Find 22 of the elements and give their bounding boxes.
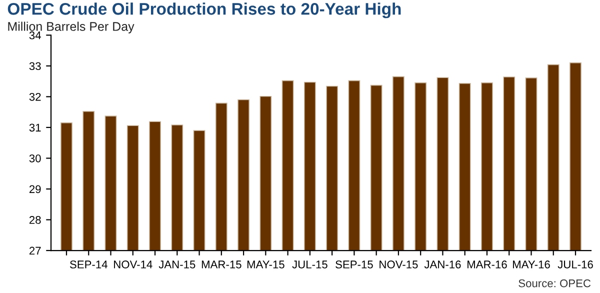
x-tick-label: SEP-15: [336, 260, 373, 268]
x-tick-label: JUL-16: [558, 260, 593, 268]
x-tick-label: JUL-15: [292, 260, 328, 268]
x-tick-label: MAY-16: [513, 260, 550, 268]
x-tick-label: MAR-15: [202, 260, 242, 268]
x-tick-label: MAR-16: [468, 260, 507, 268]
y-tick-label: 34: [29, 31, 41, 40]
x-tick-label: SEP-14: [70, 260, 108, 268]
x-tick-label: JAN-16: [424, 260, 461, 268]
x-tick-label: MAY-15: [247, 260, 284, 268]
x-tick-label: JAN-15: [158, 260, 196, 268]
y-tick-label: 29: [29, 185, 41, 194]
y-tick-label: 33: [29, 62, 41, 70]
y-tick-label: 32: [29, 92, 41, 101]
chart-title: OPEC Crude Oil Production Rises to 20-Year High: [8, 2, 401, 18]
x-tick-label: NOV-14: [114, 260, 152, 268]
y-tick-label: 28: [29, 216, 41, 224]
source-note: Source: OPEC: [518, 279, 591, 288]
y-tick-label: 27: [29, 246, 41, 255]
x-tick-label: NOV-15: [380, 260, 418, 268]
y-tick-label: 31: [29, 124, 41, 132]
y-tick-label: 30: [29, 154, 41, 162]
